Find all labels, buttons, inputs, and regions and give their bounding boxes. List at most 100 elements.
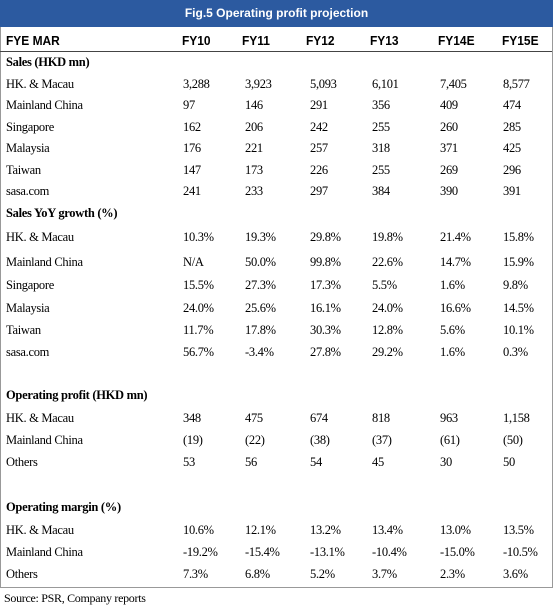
cell-value: 50 bbox=[503, 455, 515, 469]
cell-value: 11.7% bbox=[183, 323, 214, 337]
cell-value: 13.5% bbox=[503, 523, 534, 537]
cell-value: 13.4% bbox=[372, 523, 403, 537]
column-header: FY15E bbox=[502, 33, 539, 48]
cell-value: 425 bbox=[503, 141, 521, 155]
cell-value: 24.0% bbox=[183, 301, 214, 315]
cell-value: (50) bbox=[503, 433, 523, 447]
cell-value: 7,405 bbox=[440, 77, 467, 91]
row-label: Malaysia bbox=[6, 141, 50, 155]
cell-value: 19.8% bbox=[372, 230, 403, 244]
bottom-rule bbox=[0, 587, 552, 588]
cell-value: 356 bbox=[372, 98, 390, 112]
cell-value: 5.6% bbox=[440, 323, 465, 337]
row-label: Taiwan bbox=[6, 323, 41, 337]
cell-value: 221 bbox=[245, 141, 263, 155]
cell-value: 5.5% bbox=[372, 278, 397, 292]
cell-value: 206 bbox=[245, 120, 263, 134]
cell-value: 12.8% bbox=[372, 323, 403, 337]
cell-value: 0.3% bbox=[503, 345, 528, 359]
row-label: HK. & Macau bbox=[6, 230, 74, 244]
cell-value: (38) bbox=[310, 433, 330, 447]
cell-value: 53 bbox=[183, 455, 195, 469]
cell-value: 30 bbox=[440, 455, 452, 469]
cell-value: 475 bbox=[245, 411, 263, 425]
cell-value: 29.8% bbox=[310, 230, 341, 244]
cell-value: 390 bbox=[440, 184, 458, 198]
section-title: Operating margin (%) bbox=[6, 500, 121, 514]
row-label: Mainland China bbox=[6, 433, 83, 447]
cell-value: 10.1% bbox=[503, 323, 534, 337]
cell-value: 15.5% bbox=[183, 278, 214, 292]
cell-value: -15.4% bbox=[245, 545, 280, 559]
cell-value: (19) bbox=[183, 433, 203, 447]
cell-value: 8,577 bbox=[503, 77, 530, 91]
cell-value: -13.1% bbox=[310, 545, 345, 559]
cell-value: 16.1% bbox=[310, 301, 341, 315]
cell-value: N/A bbox=[183, 255, 204, 269]
cell-value: 318 bbox=[372, 141, 390, 155]
cell-value: 260 bbox=[440, 120, 458, 134]
cell-value: 173 bbox=[245, 163, 263, 177]
cell-value: 25.6% bbox=[245, 301, 276, 315]
cell-value: 226 bbox=[310, 163, 328, 177]
cell-value: 3,288 bbox=[183, 77, 210, 91]
section-title: Operating profit (HKD mn) bbox=[6, 388, 148, 402]
cell-value: (61) bbox=[440, 433, 460, 447]
header-rule bbox=[0, 51, 552, 52]
cell-value: 17.3% bbox=[310, 278, 341, 292]
column-header: FY14E bbox=[438, 33, 475, 48]
title: Fig.5 Operating profit projection bbox=[184, 6, 369, 20]
cell-value: 255 bbox=[372, 120, 390, 134]
cell-value: 9.8% bbox=[503, 278, 528, 292]
cell-value: 27.3% bbox=[245, 278, 276, 292]
cell-value: 14.7% bbox=[440, 255, 471, 269]
row-label: HK. & Macau bbox=[6, 77, 74, 91]
row-label: Singapore bbox=[6, 120, 54, 134]
cell-value: 255 bbox=[372, 163, 390, 177]
cell-value: 5.2% bbox=[310, 567, 335, 581]
row-label: Mainland China bbox=[6, 98, 83, 112]
cell-value: 818 bbox=[372, 411, 390, 425]
column-header: FY11 bbox=[242, 33, 270, 48]
cell-value: 371 bbox=[440, 141, 458, 155]
column-header: FY10 bbox=[182, 33, 211, 48]
cell-value: 12.1% bbox=[245, 523, 276, 537]
cell-value: 56.7% bbox=[183, 345, 214, 359]
cell-value: 233 bbox=[245, 184, 263, 198]
cell-value: 2.3% bbox=[440, 567, 465, 581]
row-label: HK. & Macau bbox=[6, 523, 74, 537]
cell-value: 391 bbox=[503, 184, 521, 198]
cell-value: 1,158 bbox=[503, 411, 530, 425]
cell-value: 147 bbox=[183, 163, 201, 177]
cell-value: 162 bbox=[183, 120, 201, 134]
cell-value: 241 bbox=[183, 184, 201, 198]
cell-value: 17.8% bbox=[245, 323, 276, 337]
cell-value: 3,923 bbox=[245, 77, 272, 91]
row-label: Mainland China bbox=[6, 545, 83, 559]
row-label: Others bbox=[6, 567, 38, 581]
cell-value: 146 bbox=[245, 98, 263, 112]
cell-value: 22.6% bbox=[372, 255, 403, 269]
cell-value: 474 bbox=[503, 98, 521, 112]
cell-value: 50.0% bbox=[245, 255, 276, 269]
cell-value: 6.8% bbox=[245, 567, 270, 581]
cell-value: 348 bbox=[183, 411, 201, 425]
cell-value: 13.0% bbox=[440, 523, 471, 537]
cell-value: 14.5% bbox=[503, 301, 534, 315]
cell-value: 21.4% bbox=[440, 230, 471, 244]
cell-value: 1.6% bbox=[440, 278, 465, 292]
cell-value: 15.8% bbox=[503, 230, 534, 244]
cell-value: 54 bbox=[310, 455, 322, 469]
cell-value: -10.5% bbox=[503, 545, 538, 559]
column-header: FYE MAR bbox=[6, 33, 60, 48]
cell-value: -3.4% bbox=[245, 345, 274, 359]
section-title: Sales YoY growth (%) bbox=[6, 206, 118, 220]
cell-value: 297 bbox=[310, 184, 328, 198]
cell-value: 3.6% bbox=[503, 567, 528, 581]
title-bar: Fig.5 Operating profit projection bbox=[0, 0, 553, 27]
cell-value: 176 bbox=[183, 141, 201, 155]
cell-value: 29.2% bbox=[372, 345, 403, 359]
cell-value: 296 bbox=[503, 163, 521, 177]
row-label: HK. & Macau bbox=[6, 411, 74, 425]
